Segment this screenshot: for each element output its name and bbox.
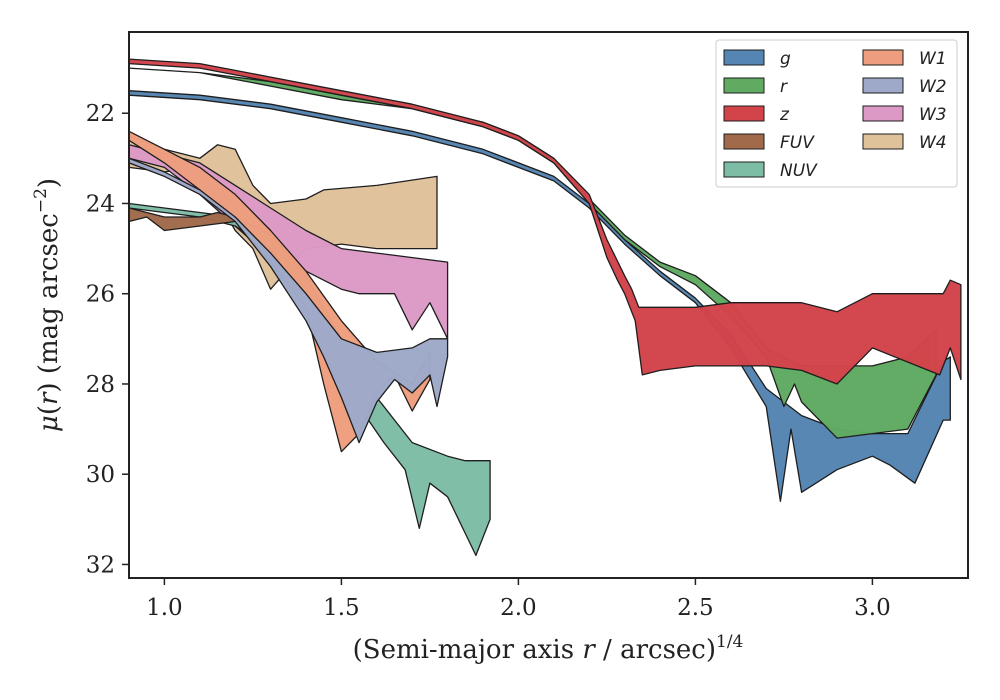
y-tick-label: 30	[86, 462, 115, 488]
y-axis-ticks: 22 24 26 28 30 32	[86, 101, 129, 578]
axis-label-part: μ	[34, 415, 64, 432]
legend-label-w2: W2	[919, 77, 947, 97]
legend-label-w1: W1	[919, 49, 947, 69]
axis-label-part: / arcsec)	[595, 635, 716, 665]
y-tick-label: 28	[86, 372, 115, 398]
plot-frame	[128, 31, 969, 579]
axis-label-part: 1/4	[716, 632, 743, 652]
y-axis-label: μ(r) (mag arcsec−2)	[31, 178, 64, 432]
x-tick-label: 3.0	[854, 595, 891, 621]
legend-swatch-w2	[862, 77, 904, 94]
legend-label-z: z	[779, 105, 790, 125]
legend-label-w3: W3	[919, 105, 947, 125]
legend-swatch-fuv	[723, 133, 765, 150]
band-area-w2	[128, 157, 449, 444]
legend-swatch-g	[723, 49, 765, 66]
band-area-g	[128, 90, 951, 502]
legend-label-nuv: NUV	[780, 161, 818, 181]
y-tick-label: 26	[86, 282, 115, 308]
band-area-z	[128, 58, 962, 385]
band-areas	[128, 58, 962, 557]
axis-label-part: −2	[31, 188, 51, 213]
axis-label-part: r	[582, 635, 596, 665]
x-axis-ticks: 1.0 1.5 2.0 2.5 3.0	[146, 578, 891, 621]
x-tick-label: 1.0	[146, 595, 183, 621]
legend-swatch-w1	[862, 49, 904, 66]
axis-label-part: (Semi-major axis	[353, 635, 583, 665]
y-tick-label: 24	[86, 191, 115, 217]
x-tick-label: 2.5	[677, 595, 714, 621]
legend-label-r: r	[780, 77, 788, 97]
legend-swatch-nuv	[723, 161, 765, 178]
legend-swatch-w4	[862, 133, 904, 150]
legend-swatch-r	[723, 77, 765, 94]
y-tick-label: 22	[86, 101, 115, 127]
legend-swatch-w3	[862, 105, 904, 122]
axis-label-part: )	[34, 178, 64, 188]
legend-label-g: g	[780, 49, 791, 69]
axis-label-part: ) (mag arcsec	[34, 213, 64, 392]
legend-swatch-z	[723, 105, 765, 122]
axis-label-part: (	[34, 405, 64, 415]
axis-label-part: r	[34, 391, 64, 405]
legend-label-w4: W4	[919, 133, 947, 153]
y-tick-label: 32	[86, 552, 115, 578]
legend: grz FUV NUV W1 W2 W3 W4	[715, 39, 958, 188]
x-tick-label: 1.5	[323, 595, 360, 621]
x-axis-label: (Semi-major axis r / arcsec)1/4	[353, 632, 744, 665]
legend-label-fuv: FUV	[780, 133, 815, 153]
legend-box	[715, 39, 958, 188]
x-tick-label: 2.0	[500, 595, 537, 621]
